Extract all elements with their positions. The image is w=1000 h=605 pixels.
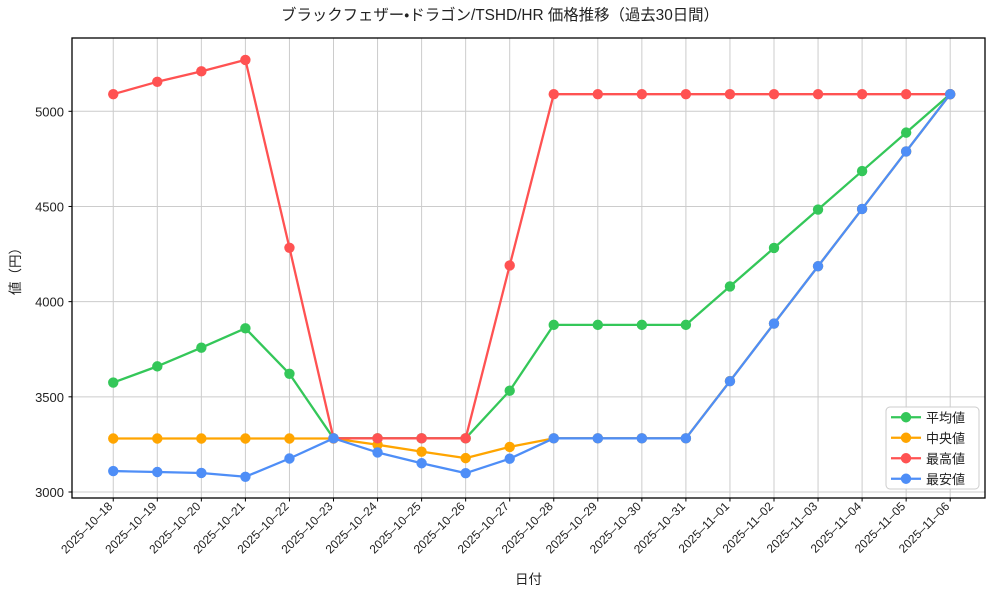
svg-text:4500: 4500 [35,199,64,214]
svg-text:最安値: 最安値 [926,472,965,487]
svg-text:日付: 日付 [515,572,542,587]
svg-text:5000: 5000 [35,104,64,119]
svg-text:平均値: 平均値 [926,410,965,425]
svg-text:値（円）: 値（円） [8,241,23,295]
svg-text:ブラックフェザー・ドラゴン/TSHD/HR 価格推移（過去3: ブラックフェザー・ドラゴン/TSHD/HR 価格推移（過去30日間） [281,5,719,24]
svg-text:3500: 3500 [35,390,64,405]
svg-text:最高値: 最高値 [926,451,965,466]
svg-text:4000: 4000 [35,295,64,310]
svg-text:3000: 3000 [35,485,64,500]
svg-text:中央値: 中央値 [926,431,965,446]
